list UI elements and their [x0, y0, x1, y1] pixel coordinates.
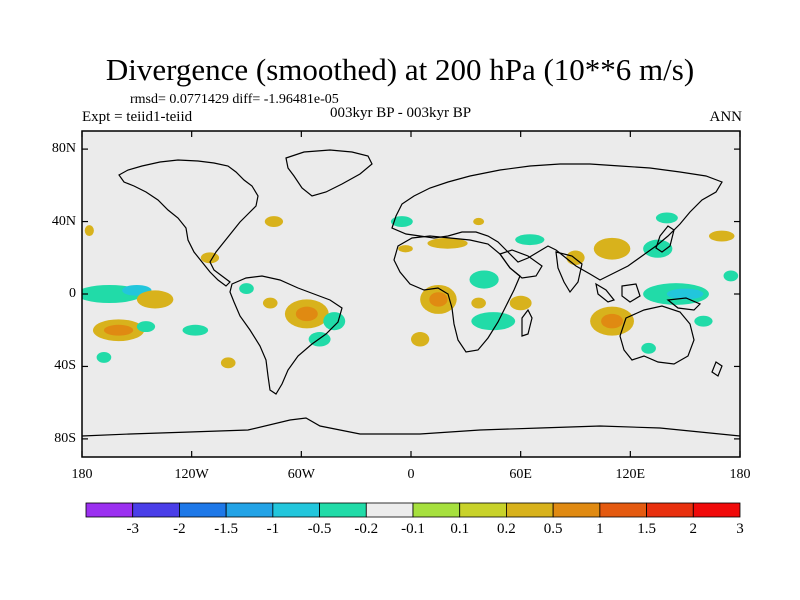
divergence-region	[469, 270, 499, 289]
divergence-region	[641, 342, 656, 354]
divergence-region	[666, 288, 704, 300]
coast-new-guinea	[666, 297, 702, 311]
divergence-region	[427, 237, 468, 249]
divergence-region	[398, 245, 413, 253]
axis-ticks	[81, 131, 741, 457]
coast-greenland	[285, 149, 373, 197]
colorbar-swatch	[132, 502, 180, 518]
colorbar-label: -3	[126, 521, 139, 537]
coast-arabia	[499, 249, 543, 279]
divergence-region	[694, 315, 713, 327]
divergence-region	[182, 324, 209, 336]
coast-india	[555, 251, 583, 294]
coast-new-zealand	[711, 361, 723, 377]
lon-tick-label: 180	[71, 467, 93, 482]
stats-line: rmsd= 0.0771429 diff= -1.96481e-05	[130, 92, 339, 107]
coast-africa	[393, 235, 521, 353]
colorbar-swatch	[506, 502, 554, 518]
lat-tick-label: 40N	[51, 213, 76, 229]
lat-tick-label: 80S	[54, 430, 76, 446]
divergence-region	[471, 312, 516, 331]
coast-sumatra	[595, 282, 616, 303]
divergence-region	[323, 312, 346, 331]
divergence-region	[295, 306, 318, 322]
colorbar-label: -1.5	[214, 521, 239, 537]
coast-eurasia	[391, 163, 723, 281]
coastlines	[82, 149, 740, 437]
divergence-region	[566, 250, 585, 266]
colorbar-label: -0.1	[401, 521, 425, 537]
divergence-region	[239, 283, 254, 295]
colorbar-swatch	[552, 502, 601, 518]
colorbar-label: 2	[689, 521, 698, 537]
colorbar-label: 0.1	[450, 521, 470, 537]
period-label: 003kyr BP - 003kyr BP	[330, 105, 472, 121]
lon-tick-label: 0	[407, 467, 415, 482]
colorbar-swatch	[646, 502, 694, 518]
colorbar-label: 0.5	[543, 521, 563, 537]
colorbar-label: 1	[596, 521, 604, 537]
divergence-region	[515, 234, 545, 246]
divergence-region	[601, 313, 624, 329]
colorbar-swatch	[85, 502, 134, 518]
lat-tick-label: 80N	[51, 141, 76, 157]
colorbar-swatch	[365, 502, 414, 518]
divergence-region	[390, 216, 413, 227]
lon-tick-label: 60E	[509, 467, 532, 482]
colorbar-swatch	[692, 502, 741, 518]
lon-tick-label: 120E	[615, 467, 646, 482]
lon-tick-label: 60W	[287, 467, 315, 482]
lon-tick-label: 180	[729, 467, 751, 482]
colorbar-swatch	[272, 502, 320, 518]
colorbar-label: -2	[173, 521, 186, 537]
colorbar-swatch	[319, 502, 367, 518]
colorbar	[85, 502, 741, 518]
colorbar-label: -1	[266, 521, 280, 537]
divergence-region	[471, 297, 486, 309]
divergence-region	[655, 212, 678, 224]
divergence-region	[262, 297, 278, 309]
colorbar-swatch	[599, 502, 647, 518]
lon-tick-label: 120W	[174, 467, 209, 482]
divergence-region	[723, 270, 739, 282]
colorbar-swatch	[459, 502, 507, 518]
coast-japan	[655, 225, 675, 253]
colorbar-swatch	[179, 502, 227, 518]
divergence-region	[103, 324, 134, 336]
map-background	[82, 131, 740, 457]
divergence-region	[593, 237, 631, 260]
lat-tick-label: 0	[69, 286, 76, 301]
divergence-region	[708, 230, 735, 242]
divergence-region	[411, 332, 430, 347]
divergence-field	[82, 212, 739, 369]
colorbar-swatch	[225, 502, 274, 518]
coast-south-america	[229, 275, 343, 395]
divergence-region	[136, 321, 156, 333]
coast-antarctica	[82, 417, 740, 437]
coast-borneo	[621, 283, 641, 303]
colorbar-label: 1.5	[637, 521, 656, 537]
divergence-region	[84, 225, 94, 237]
divergence-region	[96, 351, 112, 363]
coast-australia	[619, 305, 695, 365]
divergence-region	[136, 290, 174, 309]
chart-title: Divergence (smoothed) at 200 hPa (10**6 …	[105, 52, 695, 87]
coast-madagascar	[521, 308, 533, 337]
divergence-region	[429, 292, 448, 307]
lat-tick-label: 40S	[54, 358, 76, 374]
season-label: ANN	[709, 109, 743, 125]
divergence-region	[220, 357, 236, 369]
colorbar-label: 0.2	[497, 521, 516, 537]
colorbar-label: 3	[736, 521, 744, 537]
divergence-region	[473, 217, 485, 226]
colorbar-label: -0.5	[307, 521, 332, 537]
colorbar-label: -0.2	[354, 521, 379, 537]
colorbar-swatch	[412, 502, 461, 518]
divergence-region	[264, 216, 284, 227]
divergence-region	[509, 295, 532, 311]
coast-north-america	[118, 159, 259, 287]
experiment-label: Expt = teiid1-teiid	[82, 109, 193, 125]
